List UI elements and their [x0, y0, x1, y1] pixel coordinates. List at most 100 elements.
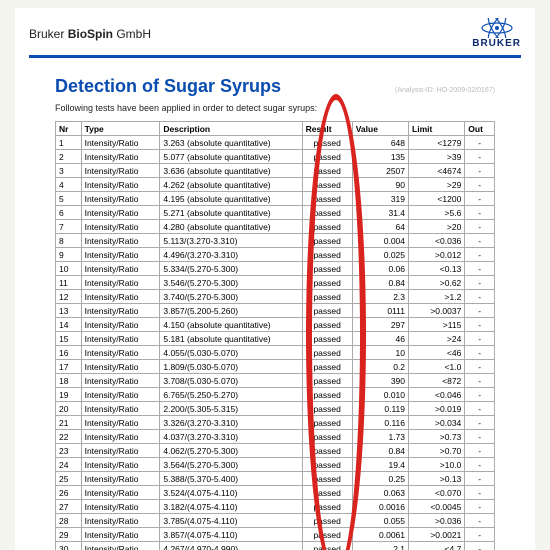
cell-out: - — [465, 206, 495, 220]
cell-result: passed — [302, 248, 352, 262]
cell-result: passed — [302, 542, 352, 550]
cell-type: Intensity/Ratio — [81, 528, 160, 542]
table-row: 20Intensity/Ratio2.200/(5.305-5.315)pass… — [56, 402, 495, 416]
cell-type: Intensity/Ratio — [81, 472, 160, 486]
cell-nr: 6 — [56, 206, 82, 220]
cell-desc: 5.077 (absolute quantitative) — [160, 150, 302, 164]
cell-type: Intensity/Ratio — [81, 136, 160, 150]
cell-nr: 11 — [56, 276, 82, 290]
cell-desc: 3.524/(4.075-4.110) — [160, 486, 302, 500]
cell-type: Intensity/Ratio — [81, 346, 160, 360]
cell-desc: 3.326/(3.270-3.310) — [160, 416, 302, 430]
cell-desc: 5.388/(5.370-5.400) — [160, 472, 302, 486]
cell-limit: <46 — [409, 346, 465, 360]
title-row: Detection of Sugar Syrups (Analysis-ID: … — [55, 76, 495, 97]
cell-value: 46 — [352, 332, 408, 346]
cell-limit: >0.62 — [409, 276, 465, 290]
cell-out: - — [465, 402, 495, 416]
cell-out: - — [465, 388, 495, 402]
cell-limit: >5.6 — [409, 206, 465, 220]
cell-value: 135 — [352, 150, 408, 164]
cell-nr: 15 — [56, 332, 82, 346]
cell-limit: <0.0045 — [409, 500, 465, 514]
cell-nr: 3 — [56, 164, 82, 178]
cell-desc: 6.765/(5.250-5.270) — [160, 388, 302, 402]
col-nr: Nr — [56, 122, 82, 136]
table-row: 8Intensity/Ratio5.113/(3.270-3.310)passe… — [56, 234, 495, 248]
cell-out: - — [465, 500, 495, 514]
cell-result: passed — [302, 416, 352, 430]
cell-type: Intensity/Ratio — [81, 444, 160, 458]
cell-value: 0.06 — [352, 262, 408, 276]
cell-out: - — [465, 234, 495, 248]
cell-value: 1.73 — [352, 430, 408, 444]
cell-value: 64 — [352, 220, 408, 234]
cell-type: Intensity/Ratio — [81, 374, 160, 388]
cell-limit: >0.012 — [409, 248, 465, 262]
cell-type: Intensity/Ratio — [81, 262, 160, 276]
cell-value: 0111 — [352, 304, 408, 318]
cell-type: Intensity/Ratio — [81, 500, 160, 514]
cell-result: passed — [302, 332, 352, 346]
cell-value: 0.025 — [352, 248, 408, 262]
cell-type: Intensity/Ratio — [81, 416, 160, 430]
cell-result: passed — [302, 136, 352, 150]
cell-desc: 5.271 (absolute quantitative) — [160, 206, 302, 220]
cell-out: - — [465, 220, 495, 234]
cell-out: - — [465, 150, 495, 164]
col-out: Out — [465, 122, 495, 136]
table-row: 25Intensity/Ratio5.388/(5.370-5.400)pass… — [56, 472, 495, 486]
cell-nr: 9 — [56, 248, 82, 262]
table-row: 11Intensity/Ratio3.546/(5.270-5.300)pass… — [56, 276, 495, 290]
cell-value: 0.84 — [352, 276, 408, 290]
cell-out: - — [465, 164, 495, 178]
cell-nr: 23 — [56, 444, 82, 458]
cell-desc: 4.195 (absolute quantitative) — [160, 192, 302, 206]
cell-value: 0.84 — [352, 444, 408, 458]
cell-out: - — [465, 430, 495, 444]
cell-nr: 10 — [56, 262, 82, 276]
cell-type: Intensity/Ratio — [81, 150, 160, 164]
cell-desc: 3.785/(4.075-4.110) — [160, 514, 302, 528]
cell-nr: 24 — [56, 458, 82, 472]
table-row: 29Intensity/Ratio3.857/(4.075-4.110)pass… — [56, 528, 495, 542]
cell-value: 0.0061 — [352, 528, 408, 542]
cell-result: passed — [302, 388, 352, 402]
cell-limit: <0.036 — [409, 234, 465, 248]
table-row: 15Intensity/Ratio5.181 (absolute quantit… — [56, 332, 495, 346]
report-subtitle: Following tests have been applied in ord… — [55, 103, 495, 113]
cell-result: passed — [302, 318, 352, 332]
cell-limit: >0.0037 — [409, 304, 465, 318]
cell-out: - — [465, 276, 495, 290]
table-row: 14Intensity/Ratio4.150 (absolute quantit… — [56, 318, 495, 332]
cell-out: - — [465, 374, 495, 388]
cell-value: 2.3 — [352, 290, 408, 304]
cell-value: 0.004 — [352, 234, 408, 248]
cell-type: Intensity/Ratio — [81, 430, 160, 444]
col-value: Value — [352, 122, 408, 136]
cell-value: 0.119 — [352, 402, 408, 416]
cell-value: 0.0016 — [352, 500, 408, 514]
cell-out: - — [465, 360, 495, 374]
cell-type: Intensity/Ratio — [81, 486, 160, 500]
col-limit: Limit — [409, 122, 465, 136]
cell-limit: <872 — [409, 374, 465, 388]
cell-type: Intensity/Ratio — [81, 164, 160, 178]
cell-out: - — [465, 458, 495, 472]
cell-desc: 3.740/(5.270-5.300) — [160, 290, 302, 304]
cell-nr: 18 — [56, 374, 82, 388]
cell-result: passed — [302, 164, 352, 178]
cell-value: 19.4 — [352, 458, 408, 472]
cell-limit: >1.2 — [409, 290, 465, 304]
cell-out: - — [465, 542, 495, 550]
cell-out: - — [465, 486, 495, 500]
table-row: 23Intensity/Ratio4.062/(5.270-5.300)pass… — [56, 444, 495, 458]
cell-limit: <0.070 — [409, 486, 465, 500]
cell-type: Intensity/Ratio — [81, 458, 160, 472]
cell-desc: 4.267/(4.970-4.990) — [160, 542, 302, 550]
cell-desc: 3.708/(5.030-5.070) — [160, 374, 302, 388]
cell-out: - — [465, 444, 495, 458]
cell-type: Intensity/Ratio — [81, 290, 160, 304]
cell-value: 648 — [352, 136, 408, 150]
cell-type: Intensity/Ratio — [81, 234, 160, 248]
